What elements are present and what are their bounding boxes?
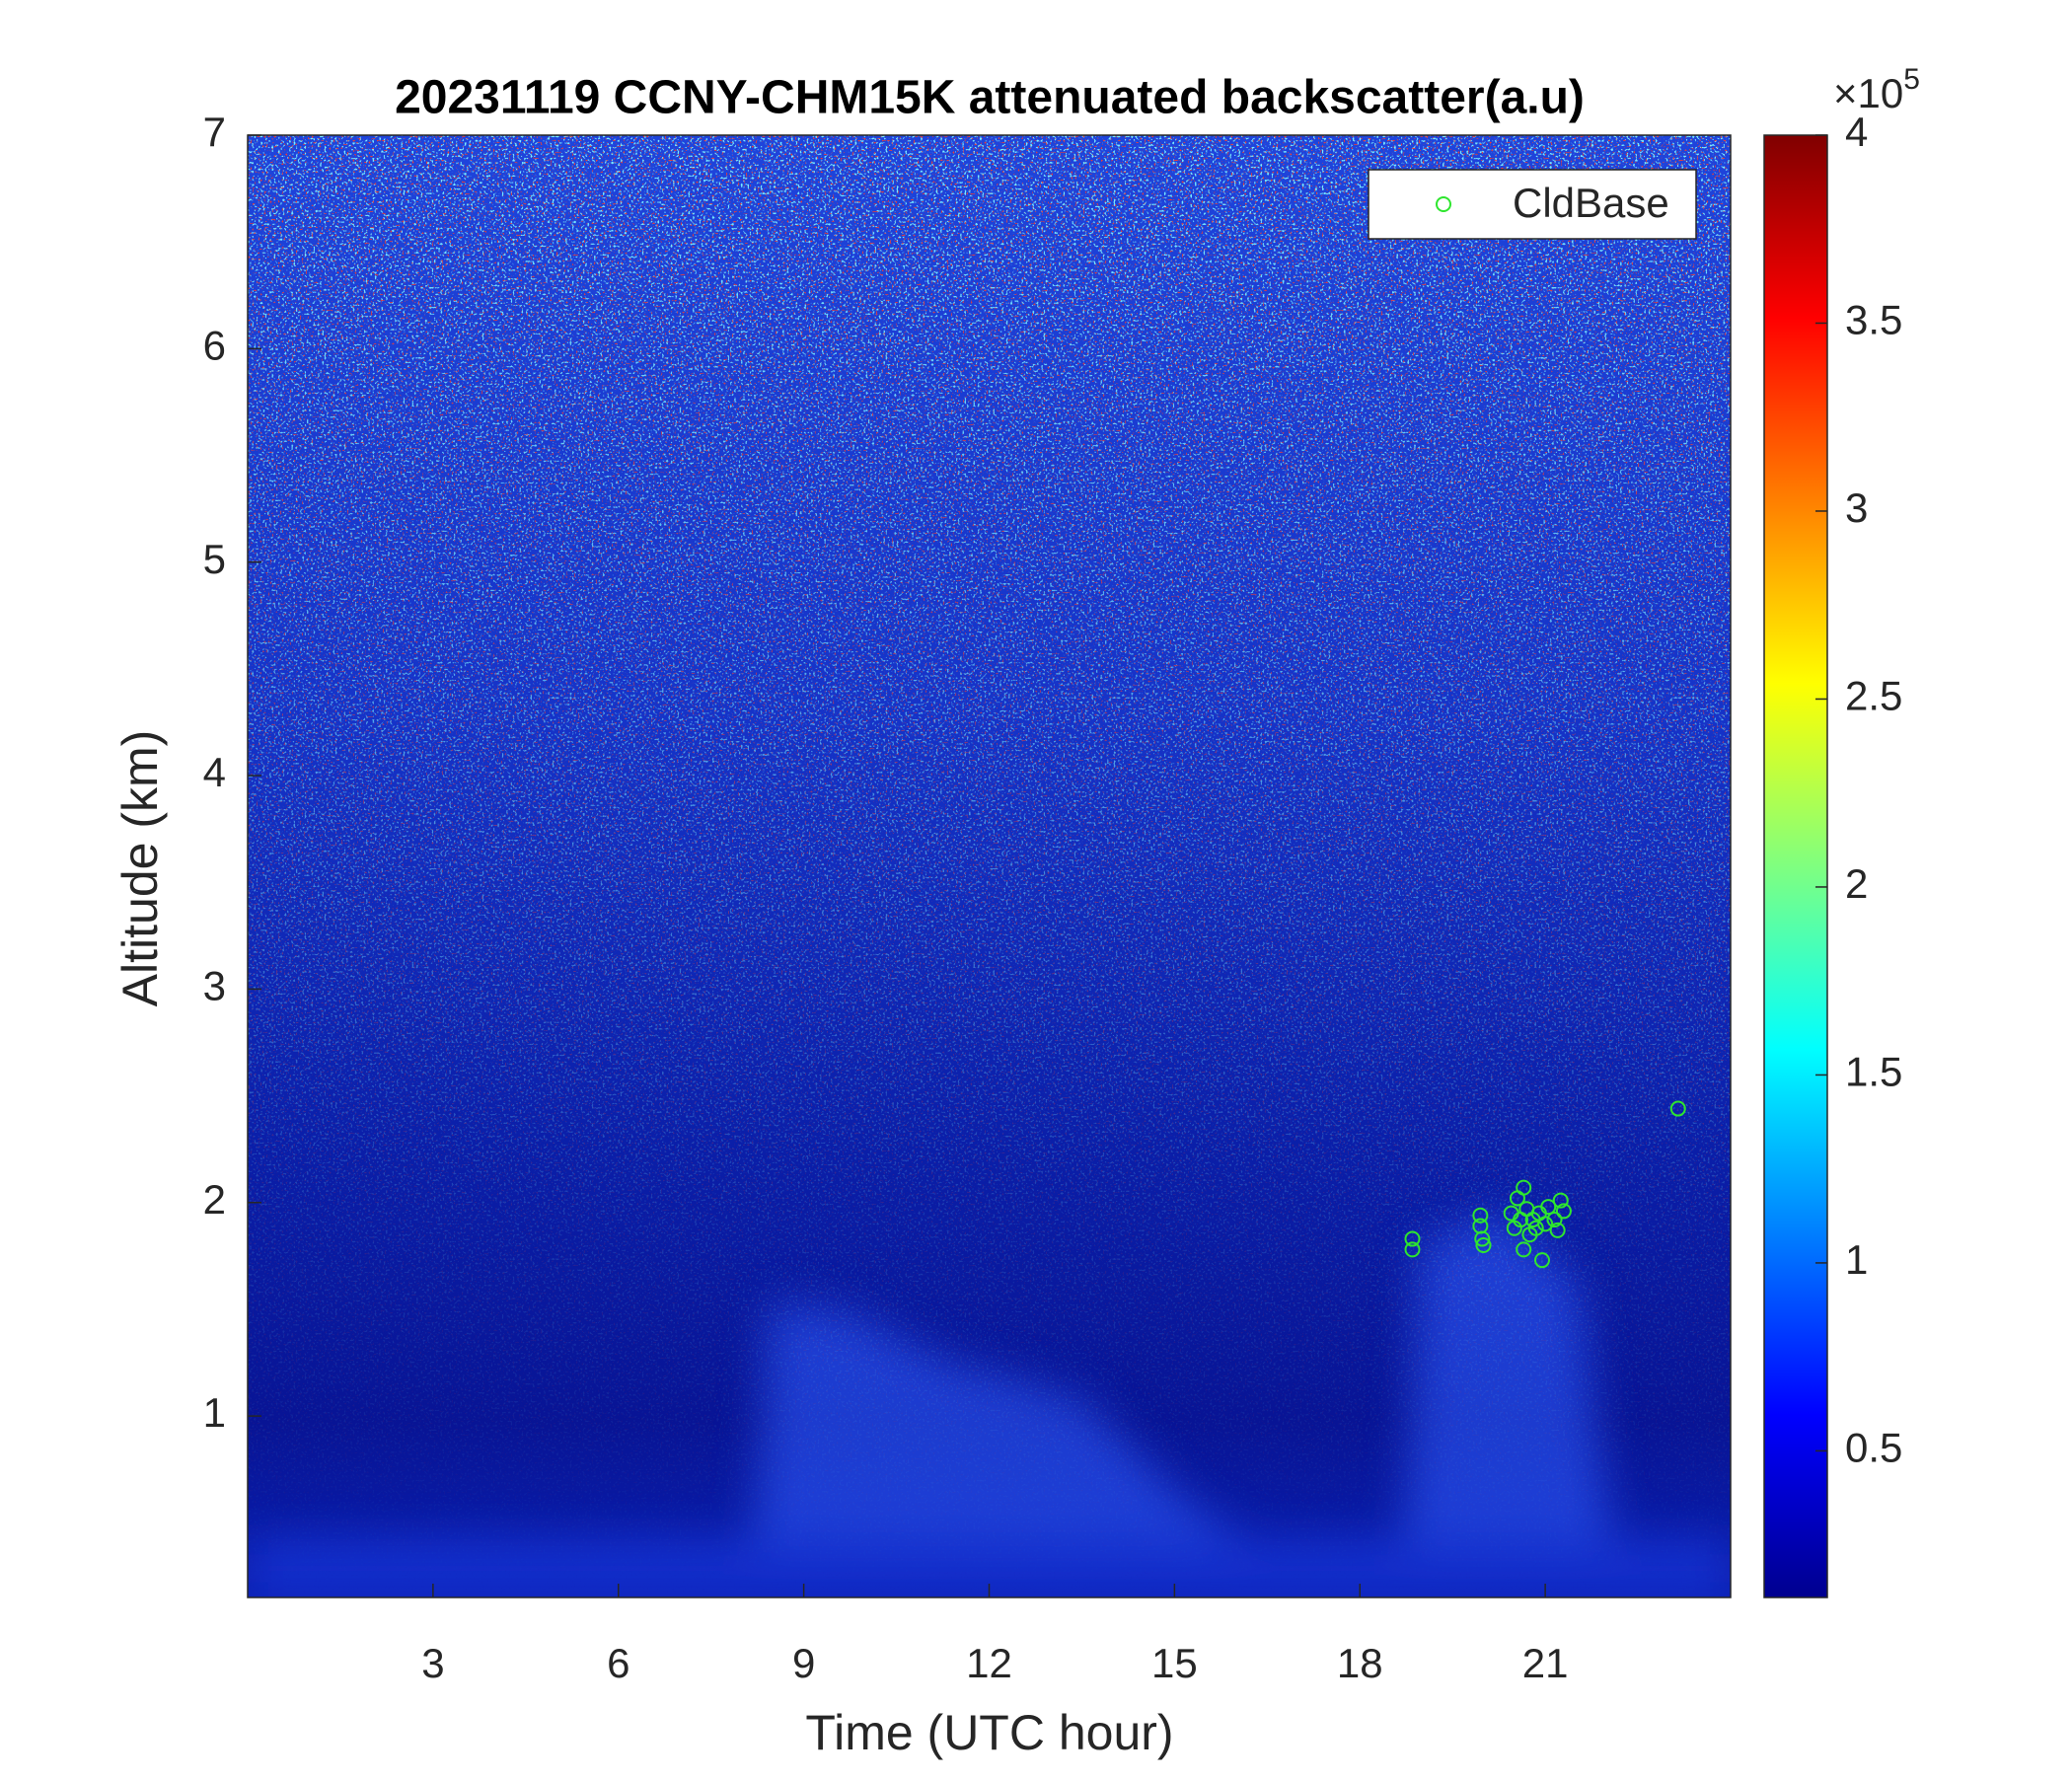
cloud-base-marker [1516, 1241, 1532, 1258]
legend-label: CldBase [1513, 180, 1669, 226]
x-tick-label: 9 [792, 1640, 815, 1686]
colorbar-tick-label: 1 [1845, 1236, 1868, 1283]
cloud-base-marker [1404, 1241, 1421, 1258]
legend-marker [1436, 196, 1451, 212]
x-tick-label: 21 [1522, 1640, 1569, 1686]
x-tick-label: 3 [421, 1640, 444, 1686]
y-tick-label: 3 [203, 962, 226, 1008]
cloud-base-marker [1475, 1237, 1492, 1254]
y-tick-label: 5 [203, 536, 226, 582]
cloud-base-marker [1527, 1220, 1544, 1236]
colorbar-tick-label: 4 [1845, 109, 1868, 155]
x-tick-label: 15 [1151, 1640, 1198, 1686]
y-tick-label: 6 [203, 322, 226, 368]
colorbar-tick-label: 2.5 [1845, 673, 1902, 719]
cloud-base-marker [1552, 1192, 1569, 1209]
colorbar-tick-label: 1.5 [1845, 1049, 1902, 1095]
y-tick-label: 4 [203, 749, 226, 795]
cloud-base-marker [1472, 1207, 1489, 1224]
cloud-base-marker [1474, 1230, 1491, 1247]
cloud-base-marker [1533, 1252, 1550, 1269]
colorbar-tick-label: 3 [1845, 484, 1868, 531]
cloud-base-marker [1546, 1212, 1563, 1228]
x-tick-label: 6 [607, 1640, 629, 1686]
cloud-base-marker [1555, 1203, 1572, 1220]
x-tick-label: 12 [966, 1640, 1012, 1686]
y-tick-label: 2 [203, 1176, 226, 1223]
backscatter-image [248, 135, 1731, 1597]
colorbar-multiplier: ×105 [1833, 63, 1920, 116]
legend-box [1368, 169, 1697, 240]
colorbar [1763, 134, 1828, 1598]
cloud-base-marker [1540, 1199, 1557, 1216]
cloud-base-marker [1516, 1179, 1532, 1196]
colorbar-tick-label: 2 [1845, 860, 1868, 907]
x-tick-label: 18 [1337, 1640, 1383, 1686]
legend: CldBase [1368, 169, 1697, 240]
colorbar-tick-label: 0.5 [1845, 1425, 1902, 1471]
cloud-base-marker [1669, 1100, 1686, 1117]
colorbar-tick-label: 3.5 [1845, 297, 1902, 343]
cloud-base-marker [1537, 1216, 1554, 1232]
x-axis-label: Time (UTC hour) [805, 1705, 1173, 1760]
cloud-base-marker [1549, 1222, 1566, 1238]
multiplier-exponent: 5 [1903, 63, 1920, 96]
y-tick-label: 7 [203, 109, 226, 155]
chart-title: 20231119 CCNY-CHM15K attenuated backscat… [395, 72, 1585, 124]
y-axis-label: Altitude (km) [112, 730, 168, 1007]
y-tick-label: 1 [203, 1389, 226, 1436]
multiplier-base: ×10 [1833, 70, 1903, 116]
cloud-base-marker [1404, 1230, 1421, 1247]
